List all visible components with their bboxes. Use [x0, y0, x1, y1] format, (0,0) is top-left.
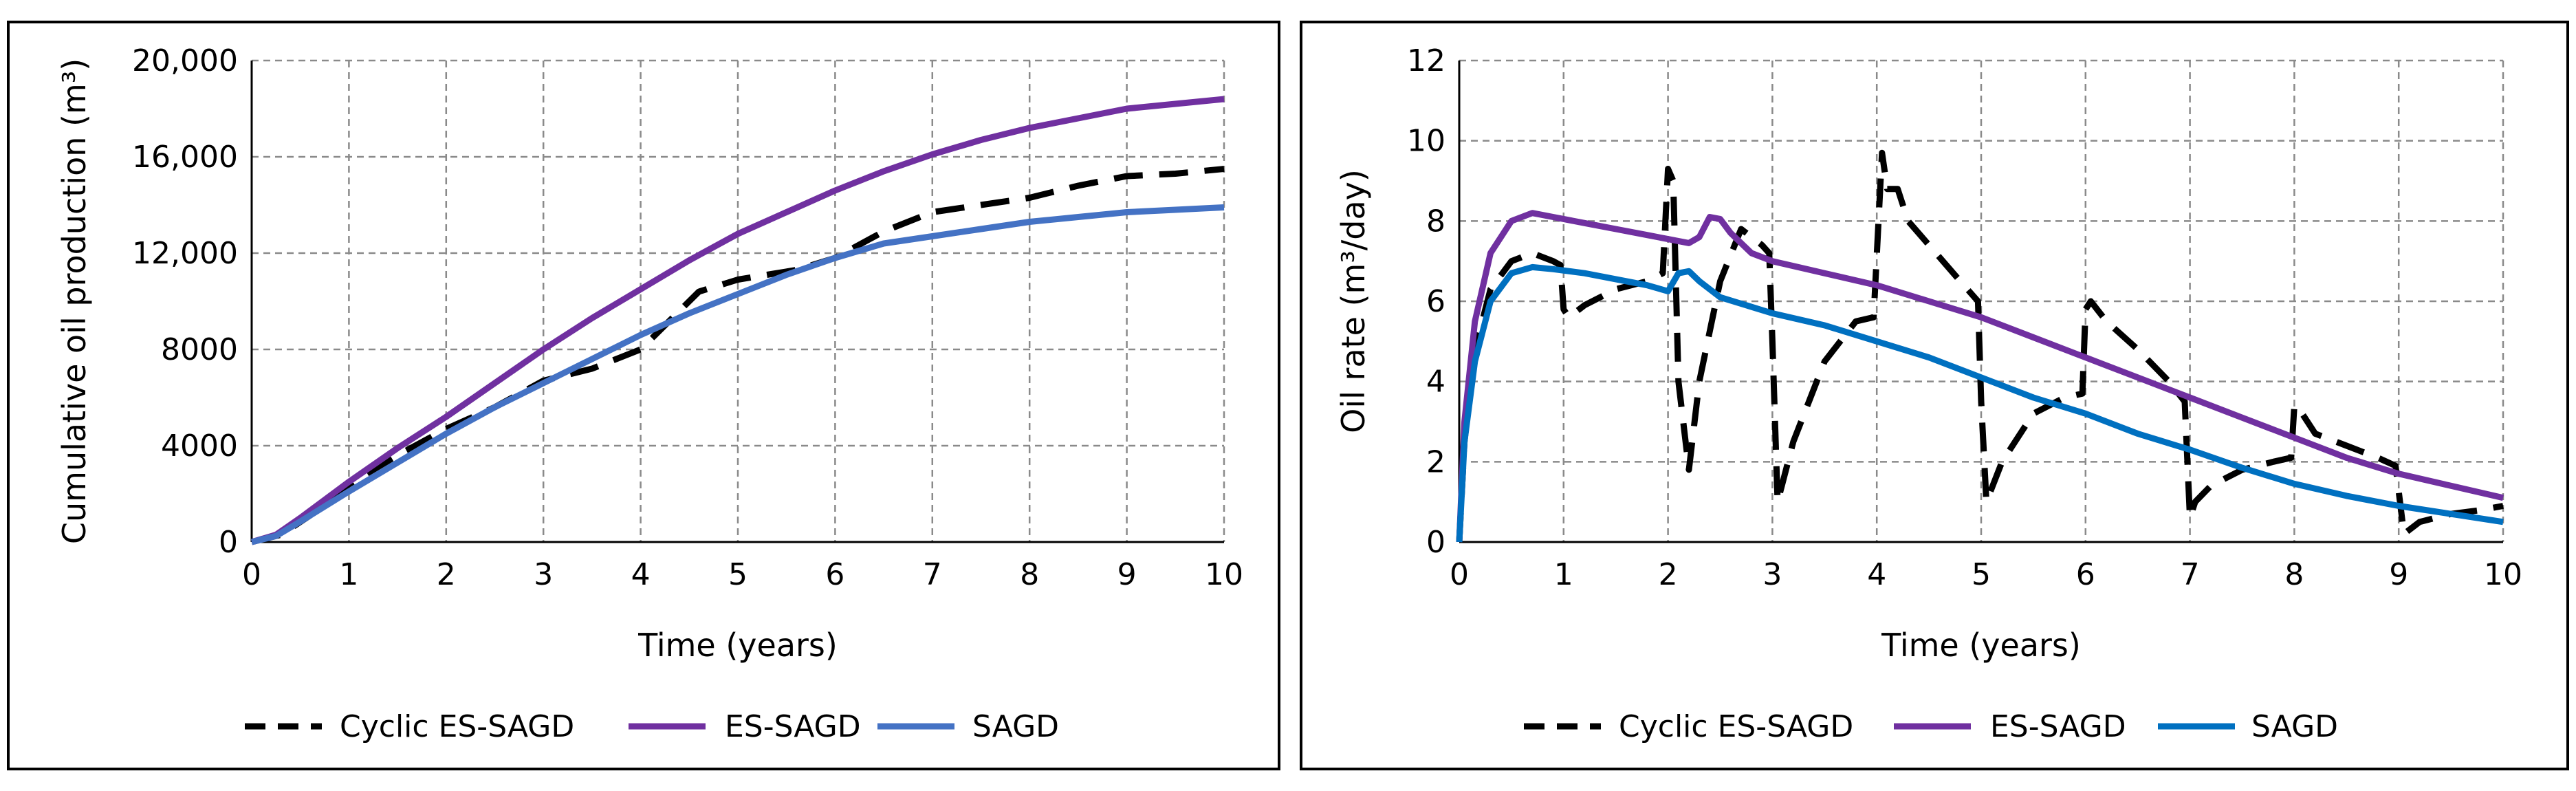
y-tick-label: 4: [1426, 365, 1445, 400]
y-tick-label: 2: [1426, 444, 1445, 479]
y-tick-label: 10: [1407, 124, 1445, 159]
y-tick-label: 12: [1407, 43, 1445, 78]
x-tick-label: 7: [2181, 557, 2200, 592]
y-tick-label: 4000: [161, 429, 238, 464]
x-tick-label: 6: [2076, 557, 2095, 592]
x-tick-label: 3: [534, 557, 553, 592]
legend-label: ES-SAGD: [725, 709, 861, 744]
x-tick-label: 0: [1450, 557, 1469, 592]
x-tick-label: 5: [1972, 557, 1991, 592]
x-tick-label: 0: [242, 557, 261, 592]
x-tick-label: 10: [1205, 557, 1243, 592]
x-tick-label: 10: [2484, 557, 2522, 592]
y-tick-label: 6: [1426, 284, 1445, 319]
series-line-es-sagd: [1456, 210, 2504, 543]
series-line-sagd: [1456, 263, 2504, 543]
y-tick-label: 20,000: [132, 43, 238, 78]
x-tick-label: 4: [1867, 557, 1886, 592]
x-tick-label: 8: [2284, 557, 2304, 592]
y-tick-label: 16,000: [132, 140, 238, 175]
y-tick-label: 8: [1426, 204, 1445, 239]
x-tick-label: 5: [728, 557, 747, 592]
legend: Cyclic ES-SAGD ES-SAGD SAGD: [1524, 709, 2338, 744]
x-tick-label: 3: [1762, 557, 1782, 592]
gridlines: [1459, 59, 2504, 542]
legend-label: Cyclic ES-SAGD: [1619, 709, 1853, 744]
x-tick-label: 9: [1117, 557, 1137, 592]
x-tick-label: 9: [2389, 557, 2408, 592]
y-axis-label: Cumulative oil production (m³): [56, 58, 93, 544]
legend: Cyclic ES-SAGD ES-SAGD SAGD: [245, 709, 1059, 744]
x-tick-label: 8: [1020, 557, 1039, 592]
y-axis-label: Oil rate (m³/day): [1335, 169, 1372, 433]
y-tick-label: 12,000: [132, 236, 238, 271]
legend-label: SAGD: [2251, 709, 2338, 744]
x-tick-label: 7: [923, 557, 942, 592]
x-axis-label: Time (years): [637, 627, 838, 664]
gridlines: [252, 59, 1225, 542]
x-tick-label: 2: [1659, 557, 1678, 592]
cumulative-production-chart-panel: 0 1 2 3 4 5 6 7 8 9 10 0 4000 8000 12,000 16,000 20,000 T…: [7, 21, 1280, 770]
series-line-sagd: [250, 204, 1225, 545]
y-tick-label: 0: [1426, 525, 1445, 560]
cumulative-production-chart: 0 1 2 3 4 5 6 7 8 9 10 0 4000 8000 12,000 16,000 20,000 T…: [56, 43, 1243, 744]
y-tick-label: 0: [219, 525, 238, 560]
x-tick-label: 6: [825, 557, 844, 592]
x-tick-label: 4: [631, 557, 651, 592]
legend-label: Cyclic ES-SAGD: [340, 709, 574, 744]
series-line-es-sagd: [250, 96, 1225, 545]
x-tick-label: 1: [1554, 557, 1573, 592]
y-tick-label: 8000: [161, 332, 238, 367]
x-tick-label: 2: [437, 557, 456, 592]
legend-label: SAGD: [972, 709, 1059, 744]
series-line-cyclic-es-sagd: [250, 166, 1225, 545]
x-tick-label: 1: [339, 557, 358, 592]
oil-rate-chart-panel: 0 1 2 3 4 5 6 7 8 9 10 0 2 4 6 8 10 12 Time (years) Oil rat…: [1300, 21, 2569, 770]
x-axis-label: Time (years): [1881, 627, 2081, 664]
legend-label: ES-SAGD: [1990, 709, 2126, 744]
